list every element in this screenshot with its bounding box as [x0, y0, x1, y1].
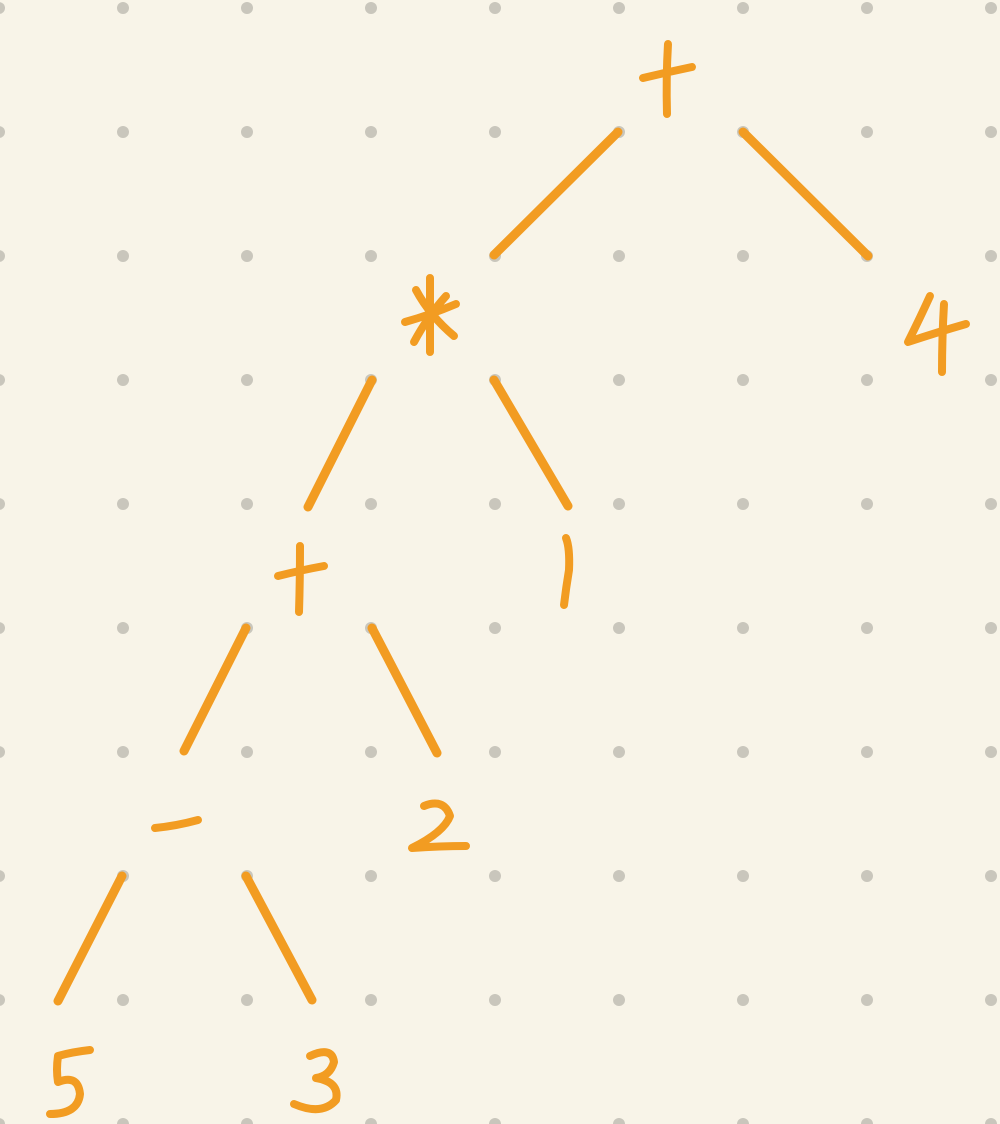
- grid-dot: [489, 994, 501, 1006]
- grid-dot: [365, 746, 377, 758]
- grid-dot: [737, 870, 749, 882]
- grid-dot: [737, 994, 749, 1006]
- grid-dot: [365, 870, 377, 882]
- grid-dot: [489, 870, 501, 882]
- grid-dot: [613, 374, 625, 386]
- grid-dot: [985, 870, 997, 882]
- grid-dot: [241, 2, 253, 14]
- grid-dot: [737, 250, 749, 262]
- grid-dot: [613, 746, 625, 758]
- grid-dot: [861, 994, 873, 1006]
- grid-dot: [985, 746, 997, 758]
- grid-dot: [985, 250, 997, 262]
- grid-dot: [365, 126, 377, 138]
- grid-dot: [613, 2, 625, 14]
- grid-dot: [365, 2, 377, 14]
- grid-dot: [613, 622, 625, 634]
- grid-dot: [861, 2, 873, 14]
- grid-dot: [117, 126, 129, 138]
- grid-dot: [489, 2, 501, 14]
- grid-dot: [489, 126, 501, 138]
- grid-dot: [861, 622, 873, 634]
- grid-dot: [489, 498, 501, 510]
- grid-dot: [861, 126, 873, 138]
- grid-dot: [737, 622, 749, 634]
- grid-dot: [985, 622, 997, 634]
- grid-dot: [489, 746, 501, 758]
- grid-dot: [117, 994, 129, 1006]
- grid-dot: [985, 126, 997, 138]
- grid-dot: [241, 374, 253, 386]
- grid-dot: [241, 126, 253, 138]
- grid-dot: [985, 2, 997, 14]
- grid-dot: [117, 374, 129, 386]
- grid-dot: [613, 870, 625, 882]
- grid-dot: [241, 250, 253, 262]
- grid-dot: [861, 870, 873, 882]
- grid-dot: [241, 498, 253, 510]
- grid-dot: [985, 994, 997, 1006]
- grid-dot: [861, 498, 873, 510]
- grid-dot: [737, 374, 749, 386]
- grid-dot: [365, 498, 377, 510]
- grid-dot: [861, 374, 873, 386]
- grid-dot: [985, 498, 997, 510]
- grid-dot: [117, 498, 129, 510]
- grid-dot: [365, 250, 377, 262]
- grid-dot: [117, 2, 129, 14]
- grid-dot: [613, 994, 625, 1006]
- grid-dot: [613, 250, 625, 262]
- grid-dot: [365, 994, 377, 1006]
- grid-dot: [117, 250, 129, 262]
- grid-dot: [117, 746, 129, 758]
- grid-dot: [117, 622, 129, 634]
- grid-dot: [241, 746, 253, 758]
- grid-dot: [985, 374, 997, 386]
- grid-dot: [241, 994, 253, 1006]
- grid-dot: [737, 498, 749, 510]
- grid-dot: [737, 2, 749, 14]
- tree-node-one: 1: [564, 538, 569, 605]
- grid-dot: [737, 746, 749, 758]
- grid-dot: [861, 746, 873, 758]
- grid-dot: [613, 498, 625, 510]
- grid-dot: [489, 622, 501, 634]
